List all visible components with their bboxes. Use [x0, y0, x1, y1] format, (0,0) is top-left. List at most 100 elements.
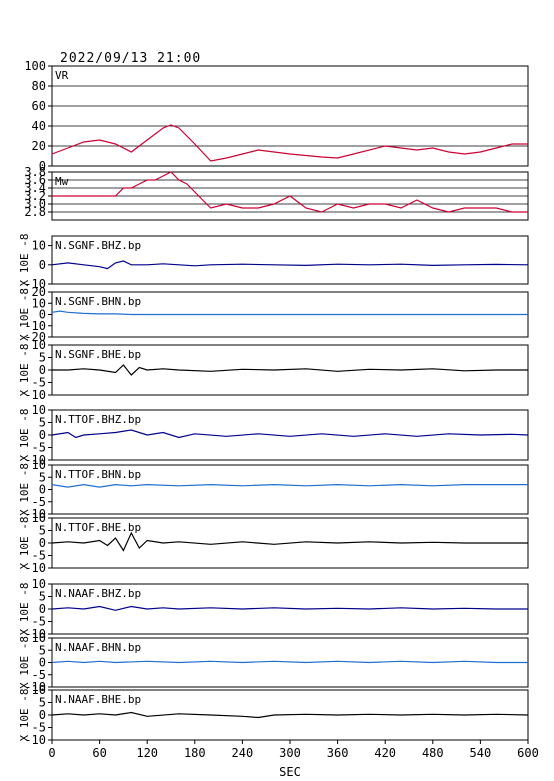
- x-axis-label: SEC: [279, 765, 301, 779]
- y-tick-label: 3.0: [24, 197, 46, 211]
- y-tick-label: 20: [32, 285, 46, 299]
- series-line: [52, 171, 528, 213]
- x-tick-label: 480: [422, 746, 444, 760]
- y-tick-label: 40: [32, 119, 46, 133]
- panel-label: Mw: [55, 175, 69, 188]
- y-tick-label: 0: [39, 602, 46, 616]
- y-tick-label: 0: [39, 308, 46, 322]
- y-tick-label: 3.6: [24, 173, 46, 187]
- y-tick-label: 5: [39, 351, 46, 365]
- y-axis-label: X 10E -8: [18, 463, 31, 516]
- y-tick-label: 0: [39, 483, 46, 497]
- y-tick-label: -5: [32, 615, 46, 629]
- panels: 020406080100VR2.83.03.23.43.63.8Mw-10010…: [18, 59, 529, 747]
- panel-label: N.SGNF.BHN.bp: [55, 295, 141, 308]
- y-tick-label: 80: [32, 79, 46, 93]
- y-tick-label: -10: [24, 680, 46, 694]
- panel-3: -10 0 10 N.SGNF.BHZ.bp X 10E -8: [18, 234, 529, 291]
- panel-frame: [51, 65, 529, 167]
- y-tick-label: 10: [32, 511, 46, 525]
- panel-label: N.TTOF.BHN.bp: [55, 468, 141, 481]
- x-tick-label: 540: [470, 746, 492, 760]
- y-tick-label: -5: [32, 721, 46, 735]
- y-tick-label: 2.8: [24, 205, 46, 219]
- y-tick-label: 60: [32, 99, 46, 113]
- y-tick-label: 10: [32, 458, 46, 472]
- panel-label: N.TTOF.BHE.bp: [55, 521, 141, 534]
- y-tick-label: 5: [39, 470, 46, 484]
- y-tick-label: -5: [32, 668, 46, 682]
- series-line: [51, 711, 529, 719]
- y-tick-label: 0: [39, 258, 46, 272]
- y-tick-label: 3.8: [24, 165, 46, 179]
- y-tick-label: -10: [24, 319, 46, 333]
- series-line: [52, 364, 528, 376]
- y-tick-label: 10: [32, 403, 46, 417]
- y-tick-label: 5: [39, 696, 46, 710]
- y-tick-label: -10: [24, 561, 46, 575]
- y-tick-label: -20: [24, 330, 46, 344]
- y-tick-label: 0: [39, 536, 46, 550]
- y-tick-label: 10: [32, 683, 46, 697]
- y-axis-label: X 10E -8: [18, 517, 31, 570]
- y-axis-label: X 10E -8: [18, 583, 31, 636]
- panel-label: N.NAAF.BHZ.bp: [55, 587, 141, 600]
- y-tick-label: 0: [39, 656, 46, 670]
- y-tick-label: 10: [32, 296, 46, 310]
- x-tick-label: 360: [327, 746, 349, 760]
- panel-label: N.SGNF.BHE.bp: [55, 348, 141, 361]
- series-line: [51, 124, 528, 162]
- y-tick-label: 10: [32, 239, 46, 253]
- y-tick-label: 10: [32, 631, 46, 645]
- y-tick-label: 3.4: [24, 181, 46, 195]
- y-tick-label: -10: [24, 627, 46, 641]
- y-tick-label: -5: [32, 549, 46, 563]
- x-axis: 0 60 120 180 240 300 360 420 480 540 600 SEC: [48, 740, 539, 779]
- x-tick-label: 600: [517, 746, 539, 760]
- x-tick-label: 420: [374, 746, 396, 760]
- x-tick-label: 300: [279, 746, 301, 760]
- y-tick-label: -5: [32, 376, 46, 390]
- timestamp-label: 2022/09/13 21:00: [60, 51, 201, 66]
- y-tick-label: -5: [32, 495, 46, 509]
- y-axis-label: X 10E -8: [18, 636, 31, 689]
- series-line: [51, 260, 529, 270]
- panel-label: N.NAAF.BHE.bp: [55, 693, 141, 706]
- y-tick-label: 0: [39, 159, 46, 173]
- y-axis-label: X 10E -8: [18, 344, 31, 397]
- series-line: [51, 483, 528, 488]
- panel-label: N.NAAF.BHN.bp: [55, 641, 141, 654]
- panel-label: N.SGNF.BHZ.bp: [55, 239, 141, 252]
- y-tick-label: 0: [39, 363, 46, 377]
- y-tick-label: 0: [39, 708, 46, 722]
- panel-label: VR: [55, 69, 69, 82]
- x-tick-label: 180: [184, 746, 206, 760]
- panel-2: 2.83.03.23.43.63.8 Mw: [24, 165, 529, 221]
- y-tick-label: -10: [24, 733, 46, 747]
- panel-label: N.TTOF.BHZ.bp: [55, 413, 141, 426]
- x-tick-label: 120: [136, 746, 158, 760]
- y-tick-label: -5: [32, 441, 46, 455]
- y-axis-label: X 10E -8: [18, 234, 31, 287]
- y-tick-label: 10: [32, 577, 46, 591]
- y-tick-label: -10: [24, 507, 46, 521]
- y-tick-label: -10: [24, 388, 46, 402]
- y-tick-label: -10: [24, 277, 46, 291]
- y-tick-label: 5: [39, 416, 46, 430]
- y-tick-label: -10: [24, 453, 46, 467]
- panel-1: 0 20 40 60 80 100 VR: [24, 59, 529, 173]
- panel-frame: [51, 235, 529, 285]
- series-line: [51, 660, 528, 664]
- y-tick-label: 5: [39, 590, 46, 604]
- y-axis-label: X 10E -8: [18, 689, 31, 742]
- y-tick-label: 0: [39, 428, 46, 442]
- y-tick-label: 5: [39, 524, 46, 538]
